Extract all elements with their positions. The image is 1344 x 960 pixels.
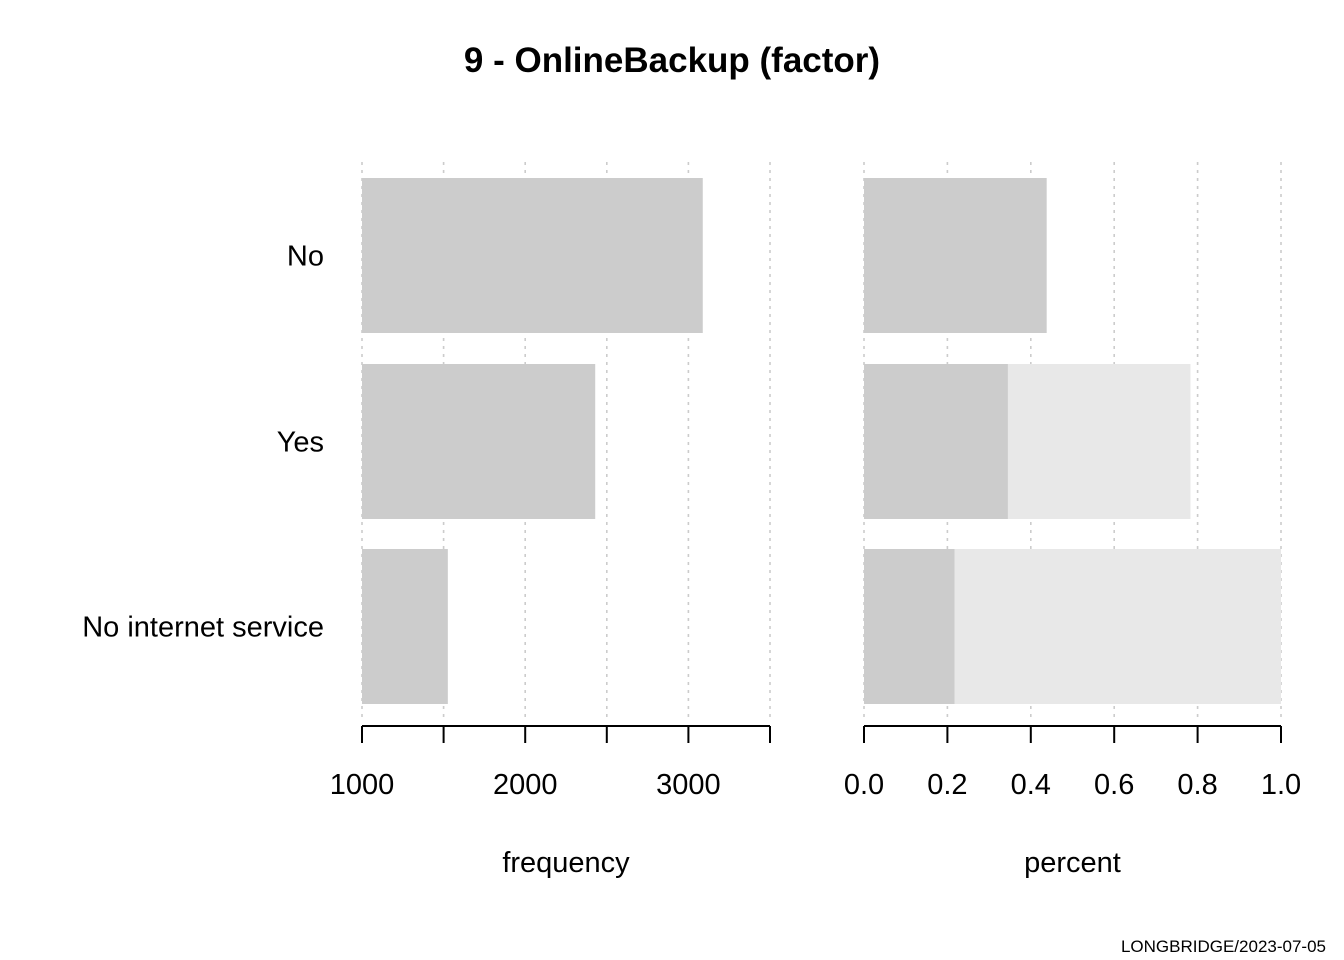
pct-bar <box>864 549 955 704</box>
freq-tick-label: 1000 <box>330 769 395 801</box>
freq-tick-label: 2000 <box>493 769 558 801</box>
category-label: Yes <box>277 427 324 459</box>
pct-tick-label: 0.8 <box>1177 769 1217 801</box>
freq-bar <box>362 364 596 519</box>
pct-tick-label: 0.2 <box>927 769 967 801</box>
percent-panel: 0.0 0.2 0.4 0.6 0.8 1.0 percent <box>844 162 1301 879</box>
freq-bar <box>362 549 448 704</box>
pct-bar <box>864 364 1008 519</box>
pct-tick-label: 1.0 <box>1261 769 1301 801</box>
pct-axis-title: percent <box>1024 847 1121 879</box>
frequency-panel: 1000 2000 3000 frequency <box>330 162 771 879</box>
footer-stamp: LONGBRIDGE/2023-07-05 <box>1121 937 1326 956</box>
category-label: No <box>287 241 324 273</box>
freq-tick-label: 3000 <box>656 769 721 801</box>
chart-title: 9 - OnlineBackup (factor) <box>464 41 880 80</box>
freq-bar <box>362 178 703 333</box>
category-labels: No Yes No internet service <box>82 241 324 644</box>
pct-bar <box>864 178 1047 333</box>
pct-tick-label: 0.6 <box>1094 769 1134 801</box>
pct-tick-label: 0.4 <box>1011 769 1051 801</box>
pct-tick-label: 0.0 <box>844 769 884 801</box>
freq-axis-title: frequency <box>502 847 630 879</box>
category-label: No internet service <box>82 612 324 644</box>
